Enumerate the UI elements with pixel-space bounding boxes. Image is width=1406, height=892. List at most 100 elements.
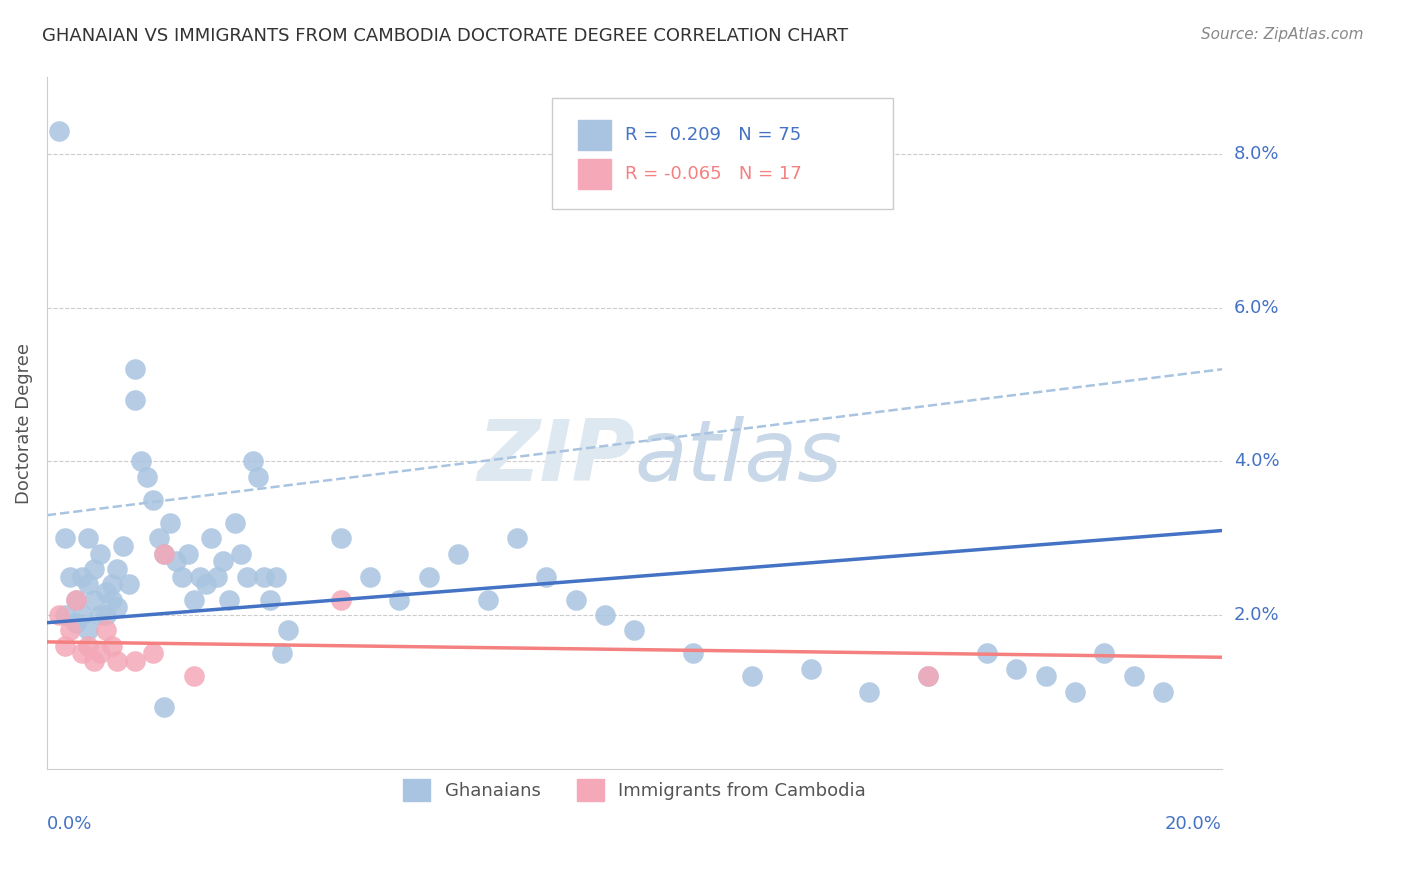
- Point: [65, 592, 87, 607]
- Point: [77, 624, 100, 638]
- Point: [623, 624, 645, 638]
- Text: 0.0%: 0.0%: [46, 814, 93, 833]
- Point: [53, 607, 76, 622]
- Point: [1005, 662, 1028, 676]
- Point: [94, 585, 117, 599]
- Point: [153, 700, 176, 714]
- Point: [65, 592, 87, 607]
- Text: 2.0%: 2.0%: [1233, 606, 1279, 624]
- Point: [83, 654, 105, 668]
- Point: [477, 592, 499, 607]
- Point: [447, 547, 470, 561]
- Point: [48, 607, 70, 622]
- Text: 6.0%: 6.0%: [1233, 299, 1279, 317]
- Point: [70, 569, 93, 583]
- Point: [242, 454, 264, 468]
- Point: [536, 569, 558, 583]
- Point: [1094, 647, 1116, 661]
- Point: [77, 639, 100, 653]
- Point: [200, 531, 222, 545]
- Point: [83, 562, 105, 576]
- Point: [207, 569, 229, 583]
- Point: [917, 669, 939, 683]
- Point: [264, 569, 287, 583]
- Point: [70, 607, 93, 622]
- Point: [94, 624, 117, 638]
- Point: [124, 362, 146, 376]
- Point: [741, 669, 763, 683]
- Point: [253, 569, 276, 583]
- Point: [359, 569, 381, 583]
- Point: [177, 547, 200, 561]
- Point: [329, 592, 352, 607]
- FancyBboxPatch shape: [578, 159, 612, 189]
- Point: [65, 615, 87, 630]
- Point: [506, 531, 529, 545]
- Point: [77, 531, 100, 545]
- Point: [48, 124, 70, 138]
- Point: [142, 647, 165, 661]
- Point: [188, 569, 211, 583]
- Point: [94, 607, 117, 622]
- Text: 20.0%: 20.0%: [1166, 814, 1222, 833]
- Text: Source: ZipAtlas.com: Source: ZipAtlas.com: [1201, 27, 1364, 42]
- Point: [170, 569, 193, 583]
- Point: [183, 592, 205, 607]
- Point: [53, 531, 76, 545]
- Point: [53, 639, 76, 653]
- Point: [83, 592, 105, 607]
- Point: [271, 647, 294, 661]
- Point: [194, 577, 217, 591]
- Point: [564, 592, 586, 607]
- Point: [89, 547, 111, 561]
- Point: [800, 662, 823, 676]
- Y-axis label: Doctorate Degree: Doctorate Degree: [15, 343, 32, 503]
- Point: [277, 624, 299, 638]
- Point: [247, 470, 270, 484]
- FancyBboxPatch shape: [553, 98, 893, 209]
- Point: [153, 547, 176, 561]
- Point: [105, 654, 128, 668]
- Text: 4.0%: 4.0%: [1233, 452, 1279, 470]
- Text: 8.0%: 8.0%: [1233, 145, 1279, 163]
- Point: [259, 592, 281, 607]
- Point: [235, 569, 257, 583]
- Point: [100, 577, 122, 591]
- Point: [153, 547, 176, 561]
- Point: [183, 669, 205, 683]
- Point: [142, 492, 165, 507]
- Point: [112, 539, 135, 553]
- Legend: Ghanaians, Immigrants from Cambodia: Ghanaians, Immigrants from Cambodia: [396, 772, 873, 808]
- Point: [89, 647, 111, 661]
- Text: atlas: atlas: [634, 416, 842, 500]
- Point: [1064, 685, 1087, 699]
- Point: [1152, 685, 1174, 699]
- Point: [159, 516, 181, 530]
- Point: [165, 554, 187, 568]
- Point: [1035, 669, 1057, 683]
- Point: [329, 531, 352, 545]
- Point: [59, 569, 82, 583]
- Point: [70, 647, 93, 661]
- Point: [682, 647, 704, 661]
- Point: [124, 654, 146, 668]
- Point: [858, 685, 880, 699]
- Text: ZIP: ZIP: [477, 416, 634, 500]
- Point: [59, 624, 82, 638]
- Text: GHANAIAN VS IMMIGRANTS FROM CAMBODIA DOCTORATE DEGREE CORRELATION CHART: GHANAIAN VS IMMIGRANTS FROM CAMBODIA DOC…: [42, 27, 848, 45]
- Point: [100, 592, 122, 607]
- Point: [917, 669, 939, 683]
- Text: R =  0.209   N = 75: R = 0.209 N = 75: [626, 126, 801, 144]
- Text: R = -0.065   N = 17: R = -0.065 N = 17: [626, 165, 801, 183]
- Point: [100, 639, 122, 653]
- Point: [77, 577, 100, 591]
- Point: [388, 592, 411, 607]
- Point: [129, 454, 152, 468]
- FancyBboxPatch shape: [578, 120, 612, 150]
- Point: [124, 392, 146, 407]
- Point: [218, 592, 240, 607]
- Point: [593, 607, 616, 622]
- Point: [1122, 669, 1144, 683]
- Point: [418, 569, 440, 583]
- Point: [135, 470, 157, 484]
